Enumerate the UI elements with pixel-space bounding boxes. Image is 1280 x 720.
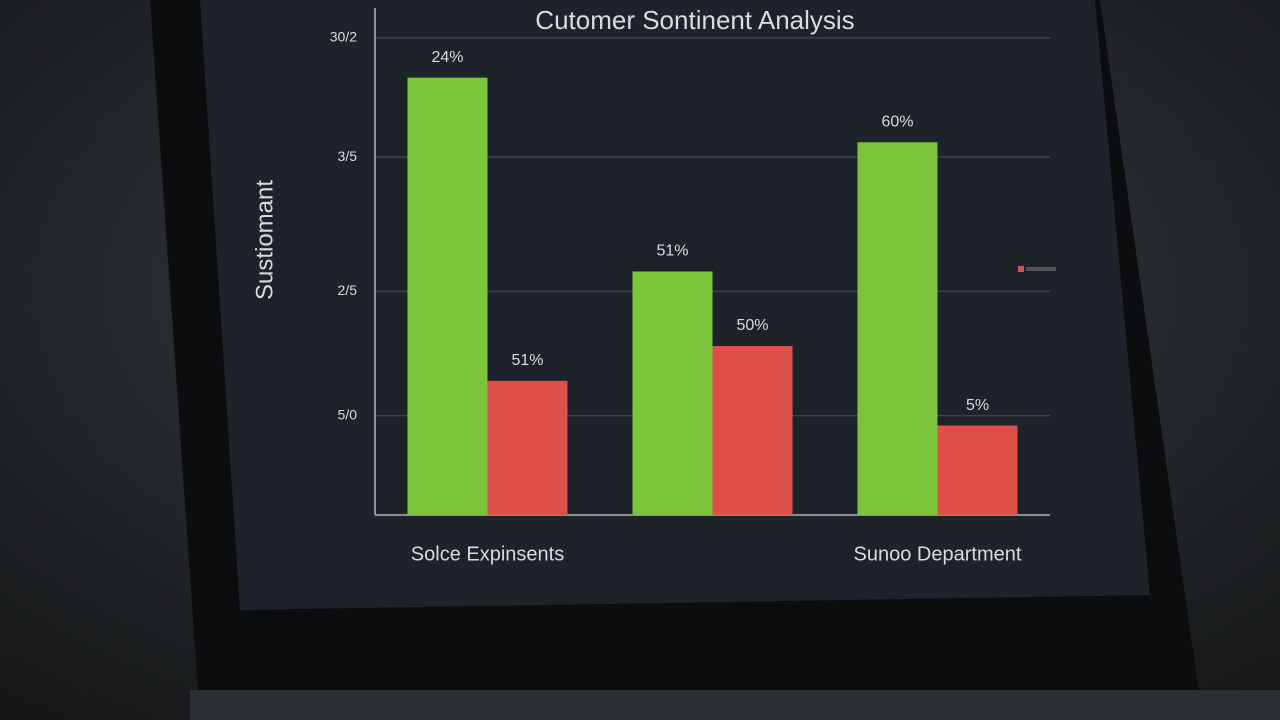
bar-annotation: 51%: [511, 352, 543, 369]
bar-annotation: 60%: [881, 113, 913, 130]
bar-annotation: 5%: [966, 397, 989, 414]
bar-annotation: 24%: [431, 49, 463, 66]
bar-annotation: 51%: [656, 243, 688, 260]
bar: [407, 77, 488, 515]
chart-title: Cutomer Sontinent Analysis: [535, 5, 854, 35]
y-axis-label: Sustiomant: [251, 180, 278, 300]
bar: [857, 142, 938, 515]
bar: [937, 425, 1018, 515]
laptop-base: [190, 690, 1280, 720]
bar: [712, 346, 793, 515]
y-tick-label: 30/2: [330, 29, 357, 45]
bar: [632, 271, 713, 515]
y-tick-label: 3/5: [338, 148, 358, 164]
y-tick-label: 2/5: [338, 282, 358, 298]
legend-line: [1026, 267, 1056, 271]
x-tick-label: Sunoo Department: [854, 543, 1022, 565]
bar: [487, 380, 568, 515]
legend-swatch: [1018, 266, 1024, 272]
bar-annotation: 50%: [736, 317, 768, 334]
x-tick-label: Solce Expinsents: [411, 543, 564, 565]
y-tick-label: 5/0: [338, 406, 358, 422]
